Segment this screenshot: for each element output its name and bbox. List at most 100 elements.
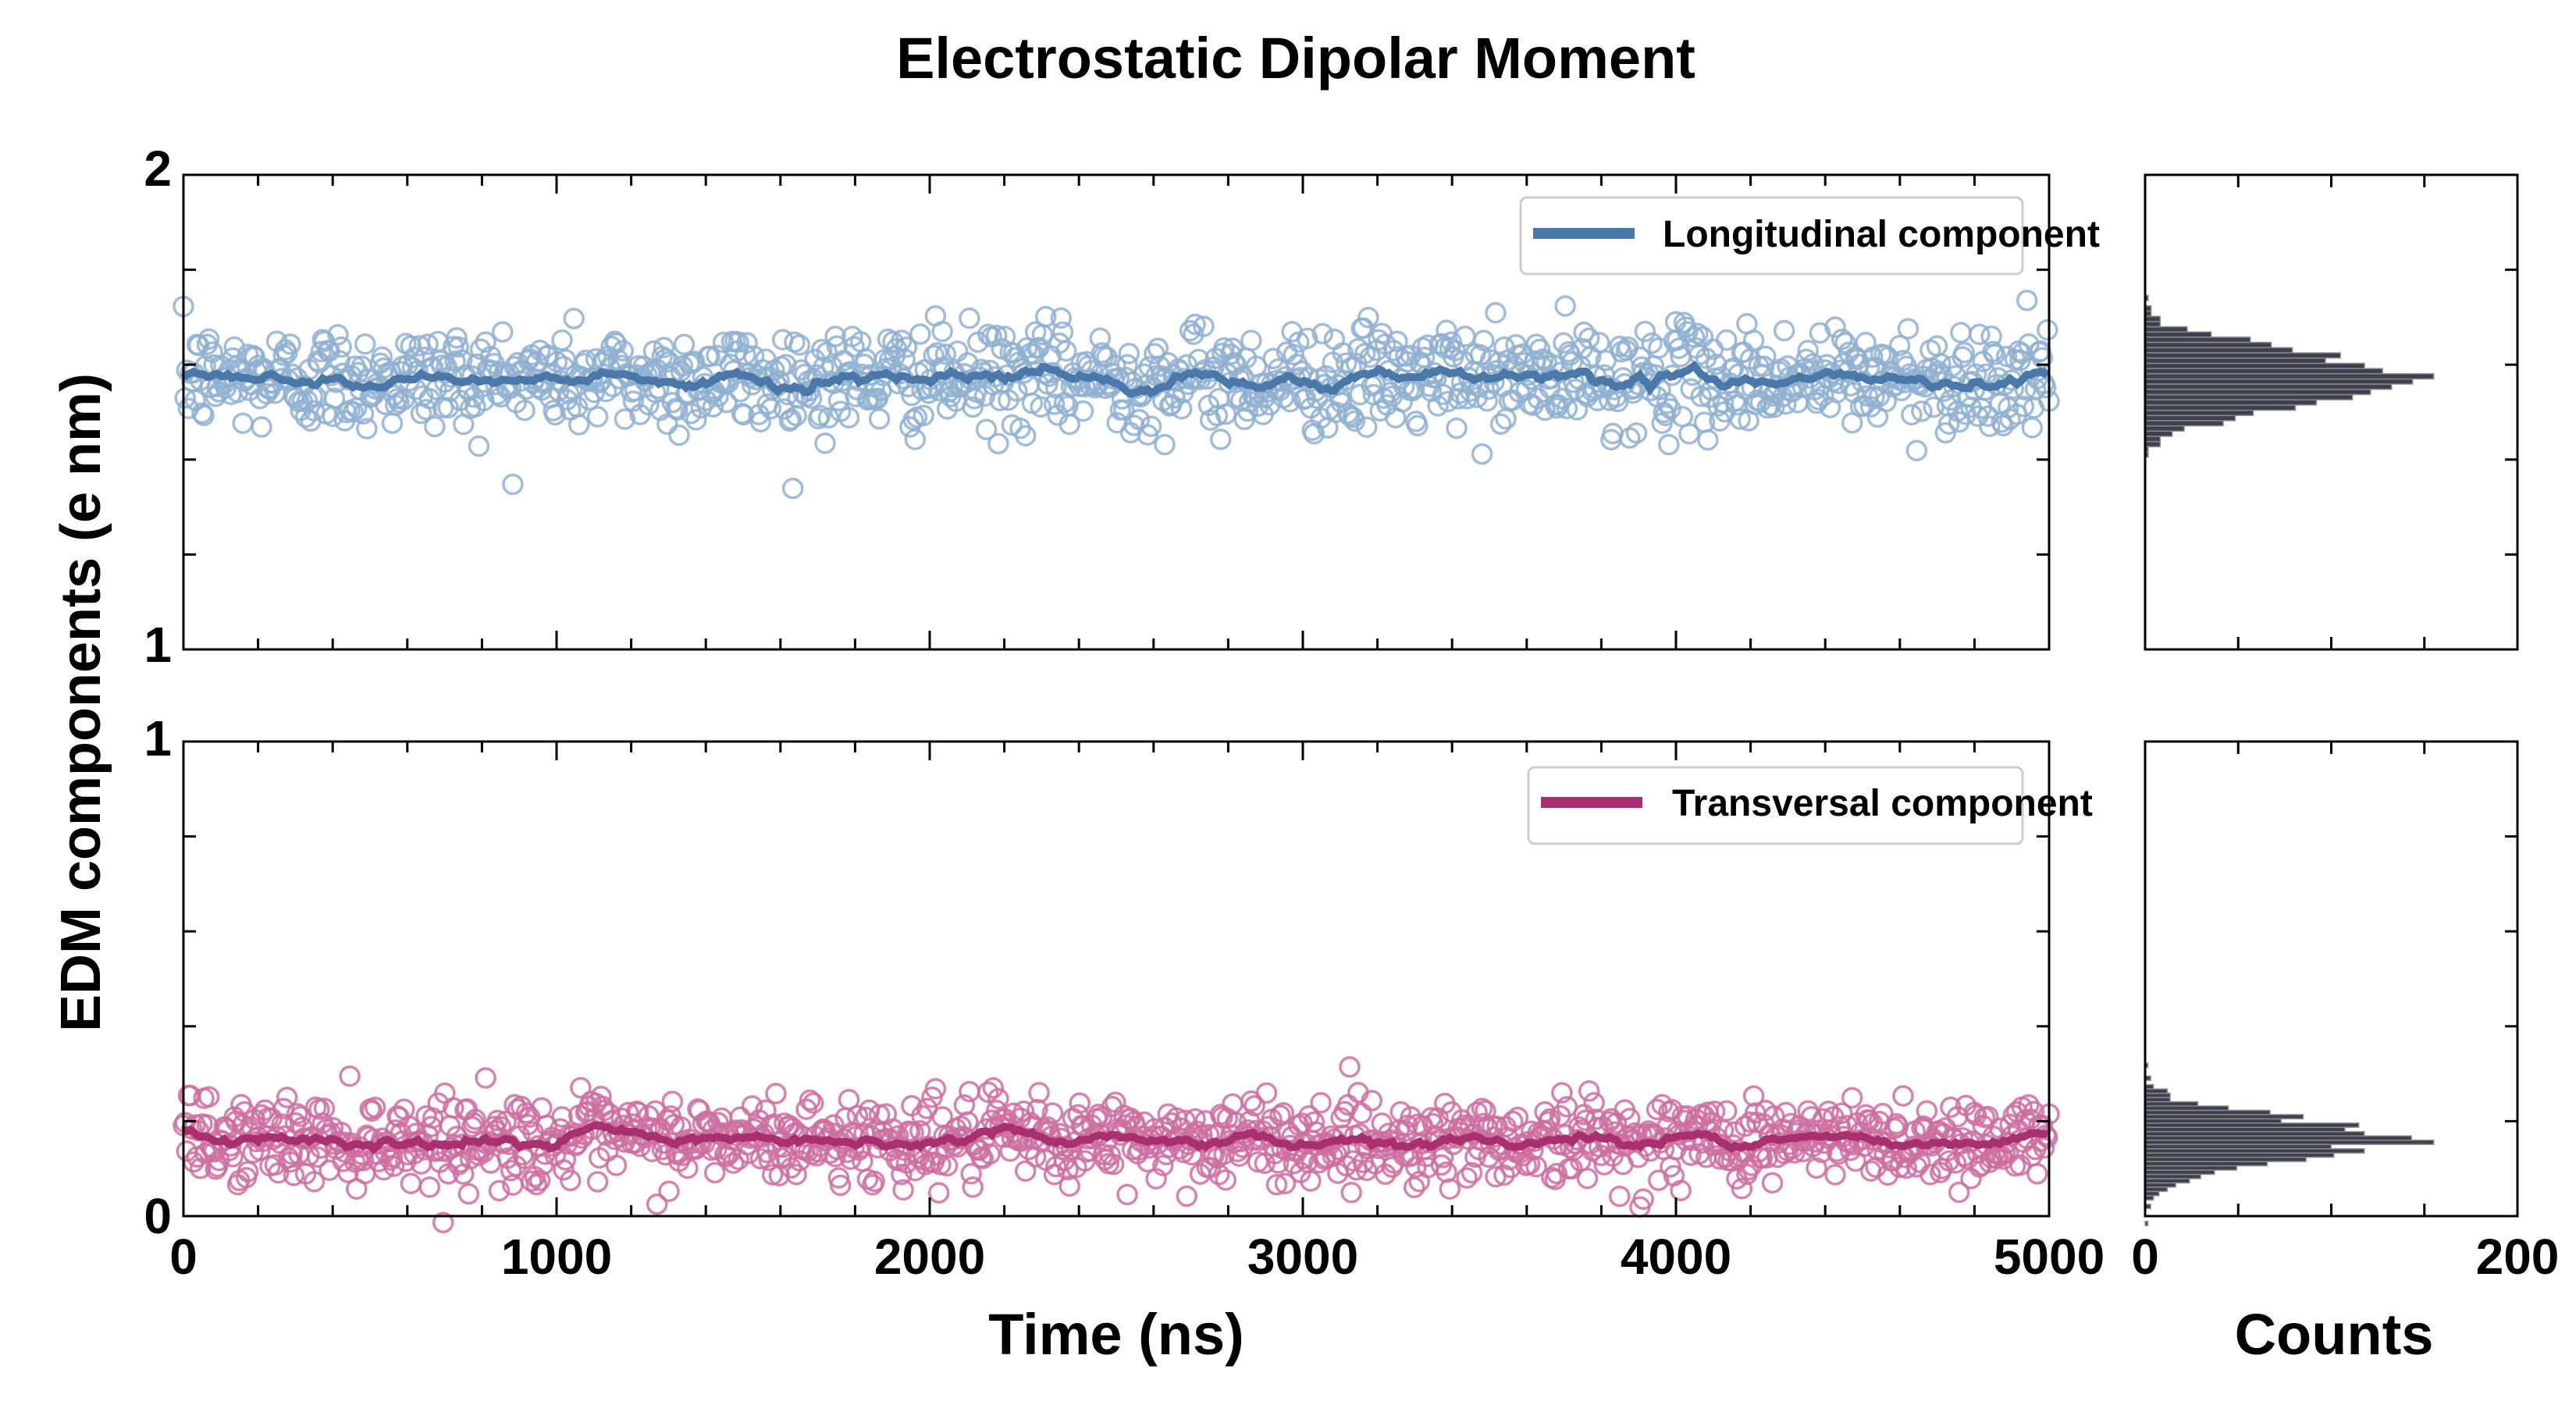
data-point	[2034, 376, 2057, 399]
data-point	[354, 333, 376, 355]
data-point	[661, 1090, 684, 1112]
hist-bar	[2144, 336, 2251, 343]
longitudinal-ytick-bottom: 1	[144, 617, 172, 673]
data-point	[846, 1104, 869, 1127]
transversal-rolling-line	[182, 1121, 2048, 1155]
data-point	[1551, 1082, 1573, 1104]
data-point	[1697, 429, 1719, 451]
data-point	[956, 1111, 979, 1133]
hist-bar	[2144, 1220, 2149, 1226]
data-point	[1069, 1092, 1091, 1114]
data-point	[1279, 390, 1301, 413]
data-point	[515, 1102, 538, 1124]
data-point	[1165, 370, 1187, 393]
data-point	[1897, 318, 1920, 340]
data-point	[415, 399, 437, 421]
data-point	[276, 1087, 298, 1108]
data-point	[1831, 1102, 1853, 1124]
data-point	[191, 402, 213, 425]
hist-bar	[2144, 325, 2188, 333]
data-point	[563, 308, 585, 329]
hist-bar	[2144, 440, 2161, 448]
data-point	[1729, 408, 1751, 430]
data-point	[1901, 404, 1923, 426]
data-point	[1703, 1100, 1726, 1122]
data-point	[761, 1164, 784, 1186]
data-point	[251, 416, 272, 438]
data-point	[2016, 290, 2038, 311]
data-point	[1053, 1149, 1076, 1172]
data-point	[1831, 329, 1853, 350]
data-point	[1293, 1147, 1315, 1170]
hist-bar	[2144, 1173, 2201, 1179]
data-point	[927, 379, 950, 402]
data-point	[1059, 413, 1080, 436]
data-point	[1283, 343, 1305, 366]
data-point	[1824, 316, 1846, 338]
data-point	[778, 410, 801, 432]
hist-bar	[2144, 321, 2161, 328]
data-point	[892, 1179, 914, 1201]
hist-bar	[2144, 1147, 2365, 1154]
transversal-ytick-top: 1	[144, 710, 172, 767]
data-point	[1712, 391, 1735, 414]
hist-bar	[2144, 378, 2414, 385]
data-point	[1154, 433, 1176, 456]
hist-bar	[2144, 1186, 2169, 1193]
data-point	[1488, 351, 1510, 373]
data-point	[863, 1170, 885, 1193]
data-point	[703, 1161, 726, 1184]
data-point	[979, 1143, 1001, 1165]
data-point	[605, 333, 628, 354]
data-point	[1209, 429, 1232, 450]
data-point	[560, 1169, 582, 1192]
data-point	[612, 340, 634, 362]
data-point	[1834, 332, 1856, 354]
hist-bar	[2144, 347, 2293, 354]
data-point	[1507, 1106, 1529, 1129]
hist-bar	[2144, 1139, 2435, 1145]
data-point	[1014, 425, 1037, 446]
data-point	[913, 404, 934, 427]
data-point	[736, 332, 758, 354]
data-point	[1050, 307, 1073, 329]
data-point	[1176, 1185, 1198, 1208]
x-axis-label: Time (ns)	[988, 1302, 1244, 1367]
hist-bar	[2144, 414, 2236, 422]
data-point	[909, 323, 931, 345]
data-point	[622, 390, 645, 412]
hist-bar	[2144, 1097, 2171, 1103]
data-point	[1051, 321, 1074, 343]
data-point	[1731, 1178, 1753, 1200]
x-tick-labels: 0 1000 2000 3000 4000 5000	[169, 1229, 2105, 1285]
data-point	[946, 340, 969, 362]
data-point	[1215, 403, 1237, 425]
data-point	[838, 407, 860, 429]
legend-box	[1519, 196, 2024, 276]
data-point	[2037, 1126, 2058, 1148]
data-point	[1578, 1080, 1600, 1102]
longitudinal-histogram	[2144, 294, 2435, 458]
data-point	[424, 415, 446, 438]
data-point	[1439, 1178, 1461, 1200]
data-point	[685, 409, 707, 431]
data-point	[361, 1100, 383, 1122]
data-point	[222, 1146, 244, 1168]
data-point	[1332, 1124, 1354, 1147]
hist-bar	[2144, 1118, 2282, 1124]
data-point	[1206, 404, 1229, 427]
data-point	[1489, 413, 1512, 436]
data-point	[1137, 1151, 1158, 1173]
data-point	[673, 333, 696, 355]
data-point	[605, 1154, 628, 1176]
data-point	[1343, 410, 1366, 432]
data-point	[1926, 335, 1948, 357]
data-point	[1892, 1085, 1914, 1107]
data-point	[1738, 1158, 1759, 1181]
hist-bar	[2144, 1178, 2190, 1184]
data-point	[1345, 1159, 1368, 1181]
longitudinal-hist-ticks	[2144, 173, 2519, 651]
data-point	[962, 396, 984, 418]
data-point	[568, 414, 590, 436]
data-point	[1099, 1144, 1122, 1166]
